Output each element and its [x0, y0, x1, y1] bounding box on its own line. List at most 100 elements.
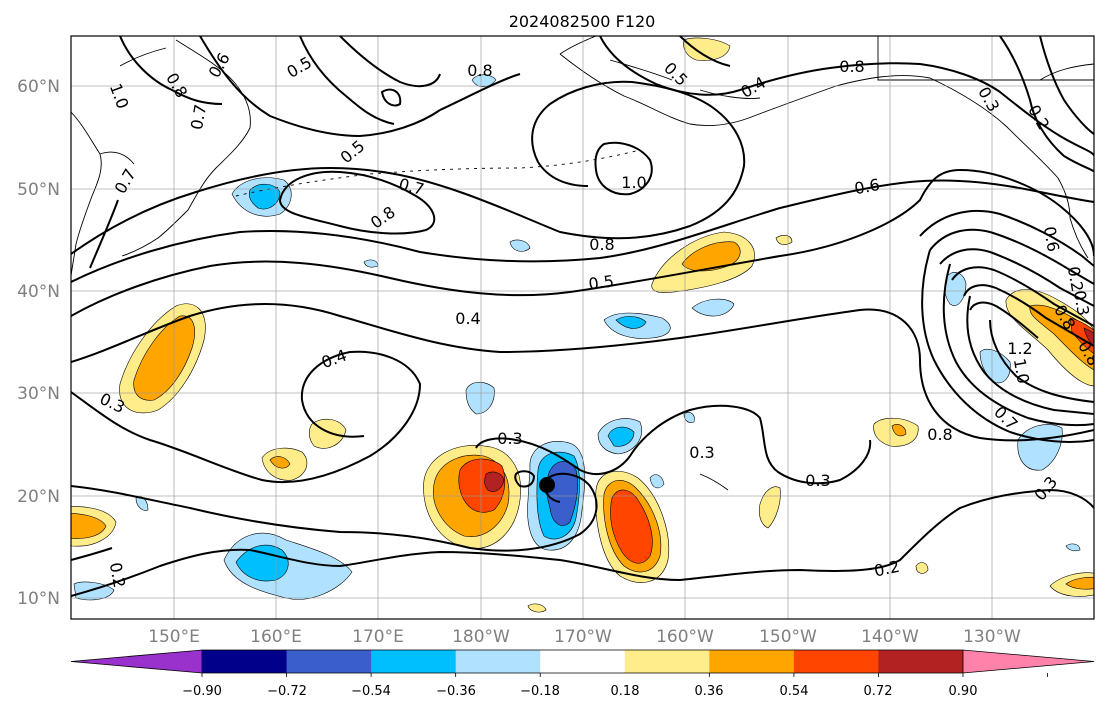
map-area: 0.8 0.5 0.6 0.7 1.0 0.8 0.5 0.7 0.5 0.8 …	[71, 36, 1094, 619]
contour-line	[71, 547, 113, 561]
contour-line	[119, 36, 223, 105]
colorbar-segment	[202, 650, 288, 673]
colorbar-segment	[793, 650, 879, 673]
contour-label: 0.8	[839, 57, 864, 76]
contour-label: 0.2	[1064, 265, 1087, 293]
contour-label: 0.7	[187, 103, 210, 131]
colorbar-tick-label: −0.90	[182, 684, 222, 699]
lat-tick-label: 60°N	[17, 77, 60, 97]
chart-title: 2024082500 F120	[509, 12, 656, 31]
colorbar-frame	[202, 649, 963, 674]
colorbar-tick-label: 0.72	[864, 684, 893, 699]
lat-tick-label: 30°N	[17, 384, 60, 404]
contour-line	[921, 249, 1094, 443]
contour-label: 0.3	[497, 429, 522, 448]
contour-line	[969, 301, 1039, 339]
lat-tick-label: 10°N	[17, 589, 60, 609]
pos-area-small-5	[527, 603, 547, 613]
contour-line	[380, 88, 402, 107]
contour-label: 1.0	[621, 173, 646, 192]
coast-canada	[1039, 63, 1094, 259]
neg-area-east-2	[979, 349, 1011, 384]
contour-line	[929, 228, 1094, 285]
coast-asia	[71, 111, 102, 277]
contour-line	[939, 248, 1094, 307]
pos-area-west-band-core	[133, 315, 195, 401]
contour-line	[71, 488, 1094, 597]
colorbar-segment	[878, 650, 964, 673]
neg-area-small-1	[465, 381, 495, 415]
neg-area-central-core	[615, 316, 647, 329]
neg-area-kamchatka-core	[248, 183, 281, 210]
colorbar-segment	[455, 650, 541, 673]
contour-label: 0.4	[455, 309, 480, 328]
colorbar-segment	[371, 650, 457, 673]
colorbar-extend-min	[70, 649, 203, 674]
lat-tick-label: 20°N	[17, 487, 60, 507]
contour-label: 1.2	[1007, 339, 1032, 358]
pos-area-west-edge-core	[71, 513, 107, 539]
storm-center-marker	[539, 477, 555, 493]
contour-label: 1.0	[1010, 357, 1033, 385]
lat-tick-label: 50°N	[17, 180, 60, 200]
lon-tick-label: 140°W	[861, 627, 919, 647]
contour-line	[71, 80, 746, 255]
colorbar-tick-label: 0.90	[949, 684, 978, 699]
colorbar-tick-label: −0.18	[520, 684, 560, 699]
contour-label: 0.5	[587, 271, 615, 293]
neg-area-se	[1065, 543, 1081, 552]
border-canada	[877, 36, 1094, 81]
contour-line	[71, 179, 1094, 283]
lon-tick-label: 170°W	[554, 627, 612, 647]
colorbar-ticks	[201, 673, 1048, 677]
contour-line	[71, 168, 1094, 317]
colorbar-segments	[70, 649, 1095, 674]
coast-aleutians	[235, 149, 641, 197]
colorbar-tick-labels: −0.90 −0.72 −0.54 −0.36 −0.18 0.18 0.36 …	[182, 684, 977, 699]
contour-line	[1039, 36, 1094, 135]
contour-line	[679, 36, 731, 67]
colorbar-tick-label: 0.36	[695, 684, 724, 699]
contour-line	[594, 141, 653, 196]
contour-line	[963, 284, 1094, 347]
lon-tick-label: 130°W	[963, 627, 1021, 647]
coast-hawaii	[699, 473, 729, 491]
colorbar-segment	[540, 650, 626, 673]
neg-area-west-pacific-core	[235, 544, 289, 582]
contour-line	[599, 36, 1094, 157]
contour-label: 0.6	[853, 175, 881, 198]
neg-area-small-4	[649, 474, 665, 489]
colorbar-segment	[624, 650, 710, 673]
lon-tick-label: 150°E	[148, 627, 200, 647]
contour-label: 0.3	[805, 471, 830, 490]
colorbar-segment	[709, 650, 795, 673]
neg-area-east-3	[1017, 424, 1063, 471]
contour-line	[951, 266, 1094, 327]
contour-line	[439, 73, 521, 111]
contour-label: 0.8	[467, 61, 492, 80]
pos-area-se-core	[1065, 576, 1094, 590]
contour-line	[71, 350, 422, 484]
coast-alaska-west	[559, 36, 761, 99]
contour-lines	[71, 36, 1094, 597]
pos-area-north	[683, 37, 731, 61]
lon-tick-label: 170°E	[352, 627, 404, 647]
lon-tick-label: 180°W	[452, 627, 510, 647]
pos-area-small-4	[915, 562, 929, 574]
contour-line	[299, 36, 395, 125]
contour-line	[942, 263, 1094, 427]
contour-line	[278, 170, 436, 235]
shaded-fields	[71, 37, 1094, 613]
lon-tick-label: 150°W	[759, 627, 817, 647]
pos-area-east-1-core	[891, 424, 907, 437]
contour-line	[919, 210, 1094, 267]
contour-label: 0.2	[106, 561, 129, 589]
lon-tick-label: 160°E	[250, 627, 302, 647]
contour-line	[966, 295, 1094, 415]
pos-area-central-east-core	[681, 241, 741, 272]
pos-area-coast-hi	[1069, 317, 1094, 354]
contour-line	[71, 472, 598, 552]
colorbar-extend-max	[962, 649, 1095, 674]
contour-label: 0.6	[1040, 225, 1063, 253]
